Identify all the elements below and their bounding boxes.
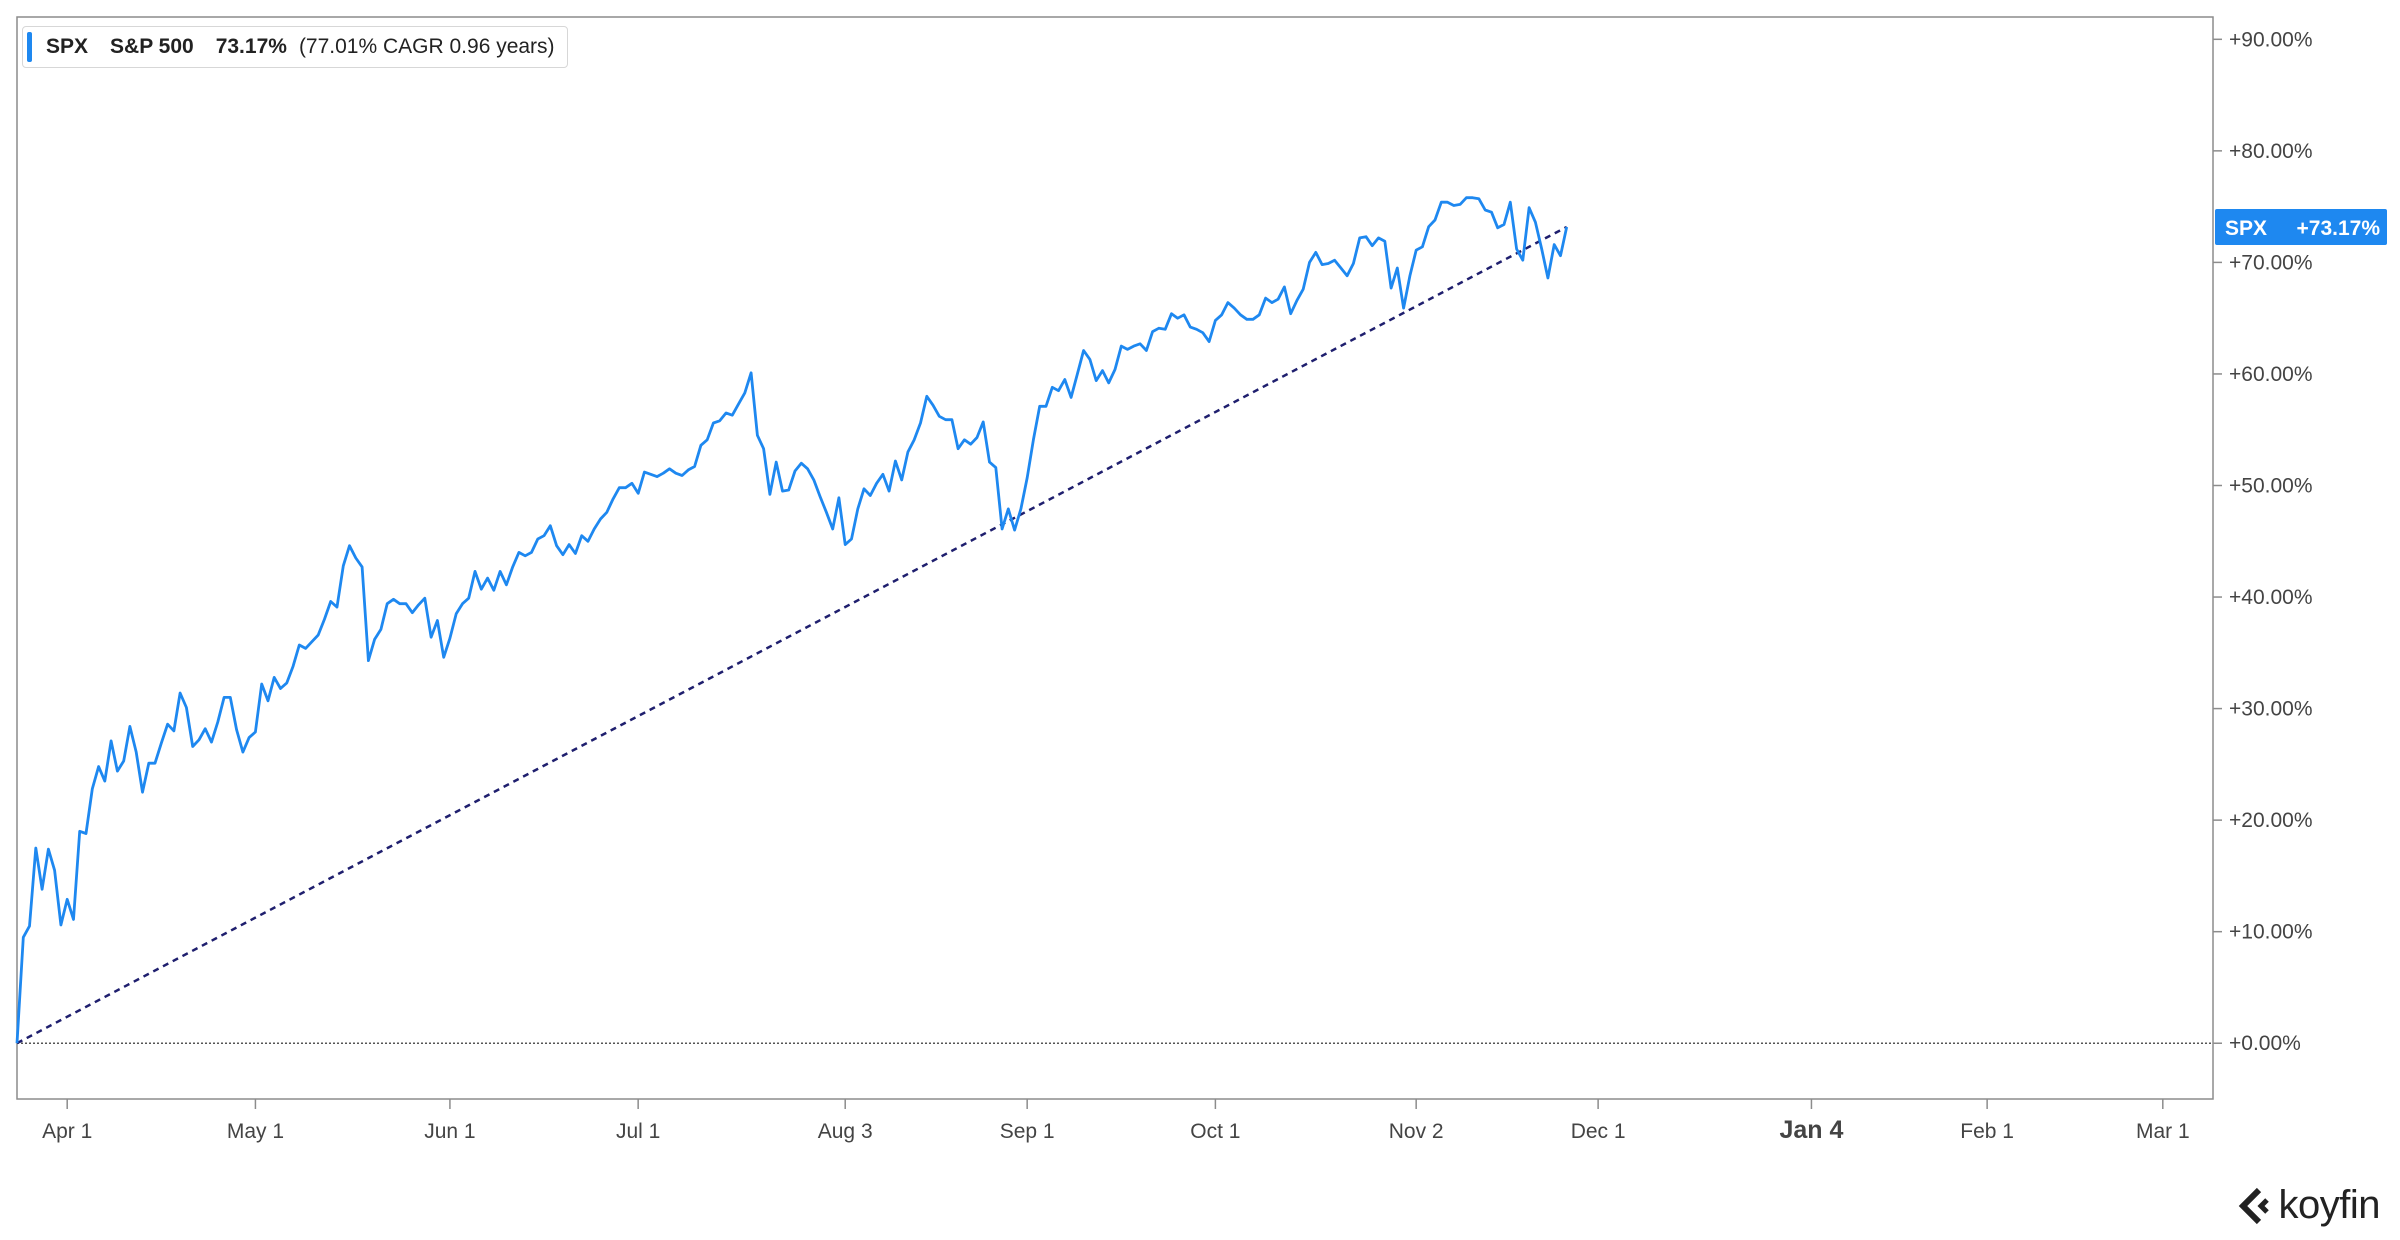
x-tick-label: Mar 1: [2136, 1120, 2190, 1143]
y-tick-label: +0.00%: [2229, 1032, 2301, 1055]
x-tick-label: Dec 1: [1571, 1120, 1626, 1143]
x-tick-label: May 1: [227, 1120, 284, 1143]
legend-name: S&P 500: [110, 35, 194, 58]
legend-color-swatch: [27, 32, 32, 62]
koyfin-logo: koyfin: [2237, 1183, 2381, 1228]
x-tick-label: Oct 1: [1190, 1120, 1240, 1143]
cagr-trendline: [16, 225, 1568, 1045]
legend-ticker: SPX: [46, 35, 89, 58]
x-tick-label: Apr 1: [42, 1120, 92, 1143]
y-tick-label: +90.00%: [2229, 28, 2313, 51]
legend-cagr: (77.01% CAGR 0.96 years): [298, 35, 555, 58]
value-tag-value: +73.17%: [2297, 217, 2381, 240]
series-line-spx: [15, 196, 1569, 1044]
spx-series[interactable]: [15, 196, 1569, 1044]
y-tick-label: +70.00%: [2229, 251, 2313, 274]
x-tick-label: Sep 1: [1000, 1120, 1055, 1143]
y-axis: +0.00% +10.00% +20.00% +30.00% +40.00% +50.00…: [2213, 28, 2313, 1055]
y-tick-label: +50.00%: [2229, 474, 2313, 497]
x-tick-label: Feb 1: [1960, 1120, 2014, 1143]
trendline-path: [16, 225, 1568, 1045]
y-tick-label: +20.00%: [2229, 809, 2313, 832]
x-tick-label: Aug 3: [818, 1120, 873, 1143]
x-tick-label: Jul 1: [616, 1120, 660, 1143]
legend-return: 73.17%: [215, 35, 287, 58]
y-tick-label: +80.00%: [2229, 140, 2313, 163]
y-tick-label: +60.00%: [2229, 363, 2313, 386]
koyfin-logo-text: koyfin: [2278, 1183, 2381, 1227]
y-tick-label: +10.00%: [2229, 921, 2313, 944]
x-tick-label: Jun 1: [424, 1120, 475, 1143]
last-value-tag: SPX +73.17%: [2215, 209, 2387, 246]
x-tick-label: Nov 2: [1389, 1120, 1444, 1143]
x-tick-label: Jan 4: [1779, 1116, 1843, 1144]
value-tag-ticker: SPX: [2225, 217, 2267, 240]
plot-frame: [16, 16, 2214, 1100]
koyfin-logo-icon: [2238, 1187, 2269, 1224]
value-tag-background: [2215, 209, 2387, 246]
x-axis: Apr 1 May 1 Jun 1 Jul 1 Aug 3 Sep 1 Oct 1 Nov 2…: [42, 1099, 2190, 1144]
y-tick-label: +40.00%: [2229, 586, 2313, 609]
y-tick-label: +30.00%: [2229, 698, 2313, 721]
legend[interactable]: SPX S&P 500 73.17% (77.01% CAGR 0.96 yea…: [22, 26, 568, 68]
